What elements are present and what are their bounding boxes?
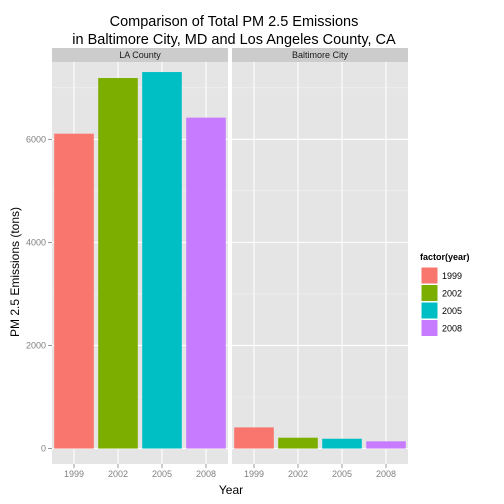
y-axis-title: PM 2.5 Emissions (tons) xyxy=(8,207,22,337)
x-tick-label: 2005 xyxy=(332,469,352,479)
x-tick-label: 2005 xyxy=(152,469,172,479)
bar-la-county-1999 xyxy=(54,133,94,449)
bar-baltimore-city-2002 xyxy=(278,437,318,449)
x-axis-title: Year xyxy=(219,483,243,497)
y-tick-label: 0 xyxy=(41,444,46,454)
legend-label-2008: 2008 xyxy=(442,324,462,334)
y-axis: 0 2000 4000 6000 xyxy=(26,134,52,454)
x-axis: 1999 2002 2005 2008 1999 2002 2005 2008 xyxy=(64,464,396,479)
legend-label-1999: 1999 xyxy=(442,271,462,281)
legend-swatch-2005 xyxy=(421,302,438,319)
panel-baltimore-city: Baltimore City xyxy=(232,48,408,464)
facet-strip xyxy=(52,48,228,62)
x-tick-label: 2002 xyxy=(108,469,128,479)
x-tick-label: 1999 xyxy=(64,469,84,479)
chart-title-line-2: in Baltimore City, MD and Los Angeles Co… xyxy=(72,32,396,48)
facet-strip-label: Baltimore City xyxy=(292,50,349,60)
legend-title: factor(year) xyxy=(420,252,470,262)
chart-title-line-1: Comparison of Total PM 2.5 Emissions xyxy=(110,14,359,30)
bar-la-county-2005 xyxy=(142,72,182,449)
y-tick-label: 4000 xyxy=(26,237,46,247)
panel-la-county: LA County xyxy=(52,48,228,464)
facet-panels: LA County Baltimore City xyxy=(52,48,408,464)
legend-label-2002: 2002 xyxy=(442,289,462,299)
bar-baltimore-city-2005 xyxy=(322,438,362,449)
legend: factor(year) 1999 2002 2005 2008 xyxy=(420,252,470,337)
x-tick-label: 2002 xyxy=(288,469,308,479)
legend-label-2005: 2005 xyxy=(442,306,462,316)
x-tick-label: 2008 xyxy=(376,469,396,479)
x-tick-label: 1999 xyxy=(244,469,264,479)
y-tick-label: 6000 xyxy=(26,134,46,144)
legend-swatch-1999 xyxy=(421,267,438,284)
bar-la-county-2008 xyxy=(186,117,226,449)
bar-baltimore-city-2008 xyxy=(366,441,406,449)
bar-la-county-2002 xyxy=(98,78,138,449)
legend-swatch-2008 xyxy=(421,320,438,336)
facet-strip-label: LA County xyxy=(119,50,161,60)
x-tick-label: 2008 xyxy=(196,469,216,479)
facet-strip xyxy=(232,48,408,62)
bar-baltimore-city-1999 xyxy=(234,427,274,449)
legend-swatch-2002 xyxy=(421,285,438,301)
y-tick-label: 2000 xyxy=(26,340,46,350)
panel-background xyxy=(232,62,408,464)
